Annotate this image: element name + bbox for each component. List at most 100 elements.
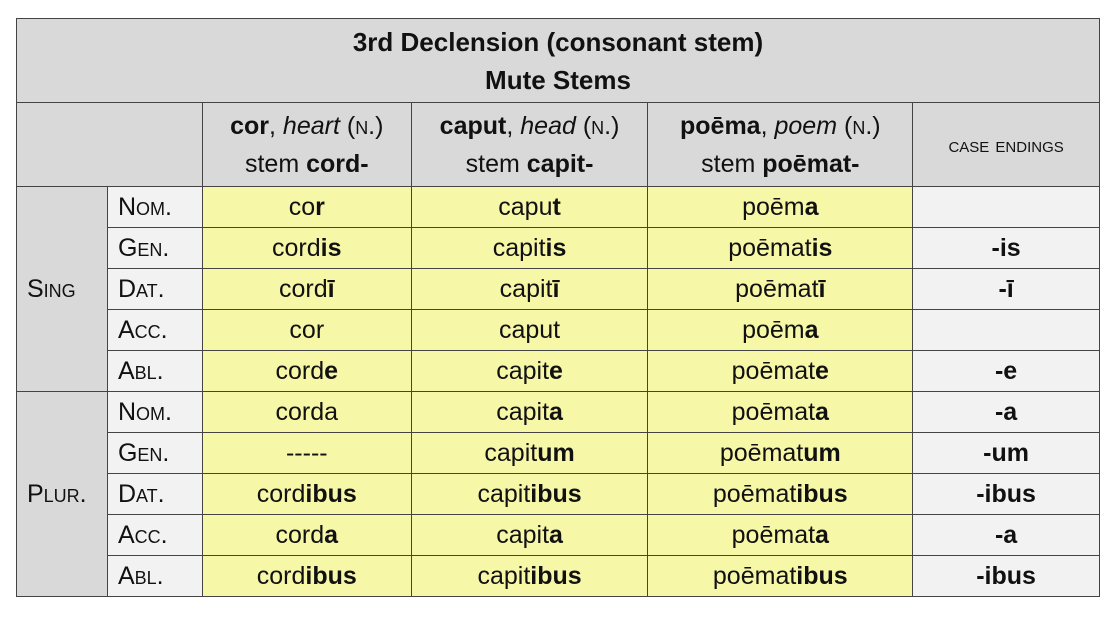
form-ending: e (549, 356, 563, 385)
case-ending: -e (912, 350, 1100, 392)
case-ending: -a (912, 391, 1100, 433)
gloss: head (520, 111, 576, 140)
gloss: poem (774, 111, 838, 140)
form-stem: capit (477, 561, 531, 590)
form-ending: is (545, 233, 567, 262)
case-ending: -is (912, 227, 1100, 269)
form-cell: capitum (410, 432, 649, 474)
form-cell: capita (410, 514, 649, 556)
form-stem: poēmat (712, 479, 797, 508)
stem-label: stem (701, 149, 756, 178)
number-label: Plur. (16, 391, 108, 597)
form-ending: um (537, 438, 575, 467)
form-cell: capitī (410, 268, 649, 310)
form-ending: ī (327, 274, 335, 303)
form-stem: capit (496, 356, 550, 385)
form-cell: cordī (201, 268, 412, 310)
stem-line: stem poēmat- (648, 145, 912, 183)
form-ending: ī (818, 274, 826, 303)
case-label: Acc. (106, 309, 203, 351)
form-ending: is (320, 233, 342, 262)
lemma: cor (230, 111, 270, 140)
stem: capit- (526, 149, 594, 178)
form-cell: poēmatum (647, 432, 914, 474)
case-ending (912, 309, 1100, 351)
form-cell: poēmate (647, 350, 914, 392)
form-stem: poēmat (728, 233, 812, 262)
form-stem: cord (275, 356, 325, 385)
case-label: Abl. (106, 555, 203, 597)
form-cell: corda (201, 391, 412, 433)
gender: n. (591, 111, 612, 140)
form-cell: poēmata (647, 514, 914, 556)
form-stem: capit (484, 438, 538, 467)
form-stem: caput (498, 315, 561, 344)
form-stem: corda (275, 397, 339, 426)
form-cell: poēmatibus (647, 473, 914, 515)
form-stem: poēmat (731, 520, 816, 549)
form-cell: cor (201, 186, 412, 228)
form-cell: corde (201, 350, 412, 392)
case-ending (912, 186, 1100, 228)
form-stem: cord (278, 274, 328, 303)
stem-label: stem (244, 149, 300, 178)
table-row: Dat. cordī capitī poēmatī -ī (17, 268, 1100, 310)
case-label: Gen. (106, 432, 203, 474)
column-header: poēma, poem (n.) stem poēmat- (647, 102, 914, 187)
table-row: Abl. cordibus capitibus poēmatibus -ibus (17, 555, 1100, 597)
form-ending: e (324, 356, 339, 385)
form-ending: ibus (305, 479, 357, 508)
form-stem: poēmat (731, 397, 816, 426)
case-ending: -um (912, 432, 1100, 474)
form-ending: a (549, 397, 563, 426)
form-cell: poēmatis (647, 227, 914, 269)
number-label: Sing (16, 186, 108, 392)
case-ending: -ibus (912, 555, 1100, 597)
form-cell: cordibus (201, 473, 412, 515)
form-stem: cord (256, 561, 306, 590)
form-stem: capit (496, 397, 550, 426)
gender: n. (355, 111, 376, 140)
form-ending: a (804, 315, 819, 344)
table-row: Acc. cor caput poēma (17, 309, 1100, 351)
form-cell: ----- (201, 432, 412, 474)
column-header: caput, head (n.) stem capit- (410, 102, 649, 187)
table-title: 3rd Declension (consonant stem) Mute Ste… (16, 18, 1100, 103)
form-cell: capitis (410, 227, 649, 269)
form-ending: ibus (796, 561, 848, 590)
lemma-line: caput, head (n.) (439, 111, 620, 140)
form-stem: ----- (285, 438, 328, 467)
form-ending: a (815, 520, 829, 549)
form-stem: capit (492, 233, 546, 262)
table-row: Sing Nom. cor caput poēma (16, 186, 1100, 392)
form-cell: capitibus (410, 555, 649, 597)
lemma: caput (439, 111, 507, 140)
case-label: Nom. (106, 391, 203, 433)
table-row: Abl. corde capite poēmate -e (17, 350, 1100, 392)
stem-line: stem cord- (203, 145, 411, 183)
form-cell: poēmatī (647, 268, 914, 310)
form-ending: is (811, 233, 833, 262)
lemma-line: cor, heart (n.) (230, 111, 384, 140)
form-stem: cor (289, 315, 325, 344)
table-row: Dat. cordibus capitibus poēmatibus -ibus (17, 473, 1100, 515)
form-ending: ibus (530, 561, 582, 590)
form-cell: cor (201, 309, 412, 351)
case-label: Dat. (106, 473, 203, 515)
form-stem: capit (499, 274, 553, 303)
form-cell: caput (410, 186, 649, 228)
stem: poēmat- (762, 149, 860, 178)
form-stem: poēmat (712, 561, 797, 590)
table-row: Gen. cordis capitis poēmatis -is (17, 227, 1100, 269)
form-cell: capitibus (410, 473, 649, 515)
case-label: Abl. (106, 350, 203, 392)
form-ending: e (815, 356, 829, 385)
form-ending: t (552, 192, 561, 221)
empty-header-cell (16, 102, 203, 187)
form-stem: capit (477, 479, 531, 508)
form-ending: ī (552, 274, 560, 303)
table-row: Gen. ----- capitum poēmatum -um (17, 432, 1100, 474)
form-stem: poēm (742, 315, 805, 344)
title-line-1: 3rd Declension (consonant stem) (352, 26, 764, 57)
stem-line: stem capit- (412, 145, 648, 183)
